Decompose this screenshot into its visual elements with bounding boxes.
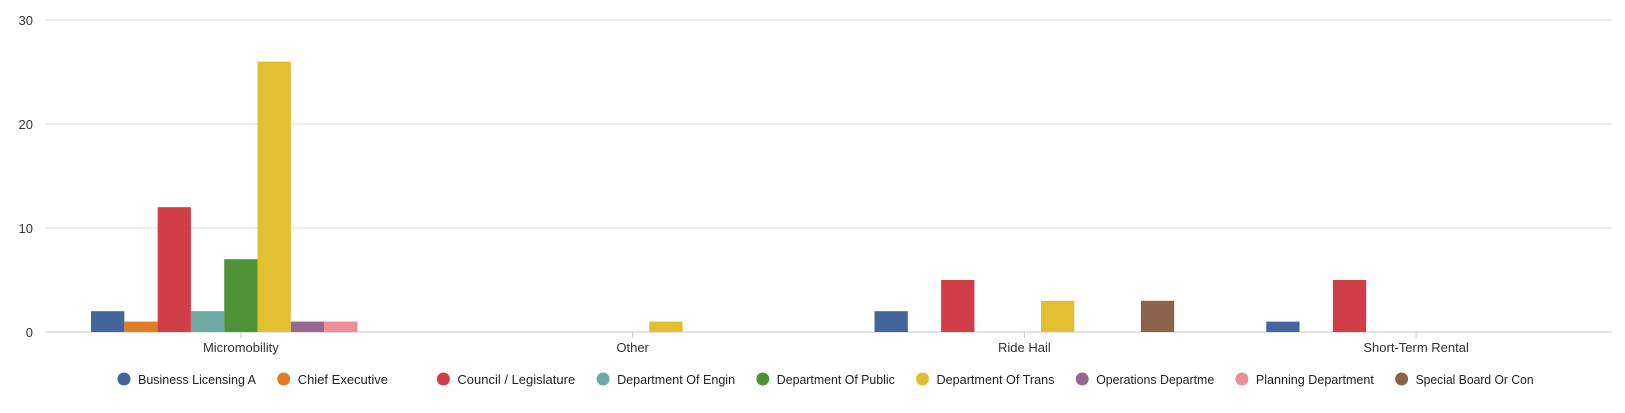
x-axis-ticks: Micromobility Other Ride Hail Short-Term Re… <box>203 332 1469 355</box>
legend-swatch <box>596 372 610 386</box>
y-tick-label: 0 <box>26 325 33 340</box>
bar[interactable] <box>91 311 125 332</box>
legend-swatch <box>277 372 291 386</box>
bar[interactable] <box>324 321 358 332</box>
legend-item[interactable]: Operations Departme <box>1075 372 1215 387</box>
legend-label: Business Licensing A <box>138 372 256 387</box>
legend-item[interactable]: Department Of Public <box>756 372 895 387</box>
legend-label: Special Board Or Con <box>1416 372 1534 387</box>
bars <box>91 61 1367 332</box>
y-tick-label: 10 <box>19 221 33 236</box>
legend-swatch <box>756 372 770 386</box>
legend-item[interactable]: Chief Executive <box>277 372 388 387</box>
bar[interactable] <box>941 280 975 332</box>
legend-swatch <box>916 372 929 386</box>
legend-swatch <box>436 372 450 386</box>
bar[interactable] <box>124 321 158 332</box>
legend-item[interactable]: Business Licensing A <box>117 372 257 387</box>
bar[interactable] <box>874 311 908 332</box>
legend-label: Planning Department <box>1256 372 1374 387</box>
y-tick-label: 20 <box>19 117 33 132</box>
bar[interactable] <box>257 61 291 332</box>
legend-item[interactable]: Planning Department <box>1235 372 1374 387</box>
bar[interactable] <box>1041 300 1075 332</box>
legend-label: Department Of Engin <box>617 372 735 387</box>
y-axis-ticks: 0 10 20 30 <box>19 13 33 340</box>
legend-item[interactable]: Council / Legislature <box>436 372 575 387</box>
x-tick-label: Ride Hail <box>998 340 1051 355</box>
legend-swatch <box>117 372 131 386</box>
bar[interactable] <box>1266 321 1300 332</box>
bar[interactable] <box>157 207 191 332</box>
legend: Business Licensing A Chief Executive Counc… <box>117 372 1534 387</box>
legend-swatch <box>1235 372 1249 386</box>
legend-label: Department Of Trans <box>937 372 1055 387</box>
legend-label: Council / Legislature <box>457 372 575 387</box>
x-tick-label: Other <box>616 340 649 355</box>
legend-item[interactable]: Department Of Trans <box>916 372 1055 387</box>
legend-swatch <box>1395 372 1409 386</box>
legend-item[interactable]: Department Of Engin <box>596 372 736 387</box>
bar[interactable] <box>1140 300 1175 332</box>
legend-label: Operations Departme <box>1096 372 1214 387</box>
y-tick-label: 30 <box>19 13 33 28</box>
legend-label: Chief Executive <box>298 372 388 387</box>
bar[interactable] <box>290 321 325 332</box>
x-tick-label: Short-Term Rental <box>1363 340 1469 355</box>
bar[interactable] <box>1332 280 1367 332</box>
x-tick-label: Micromobility <box>203 340 279 355</box>
bar[interactable] <box>224 259 258 332</box>
legend-swatch <box>1075 372 1089 386</box>
bar[interactable] <box>649 321 683 332</box>
legend-label: Department Of Public <box>777 372 895 387</box>
bar[interactable] <box>190 311 225 332</box>
legend-item[interactable]: Special Board Or Con <box>1395 372 1534 387</box>
